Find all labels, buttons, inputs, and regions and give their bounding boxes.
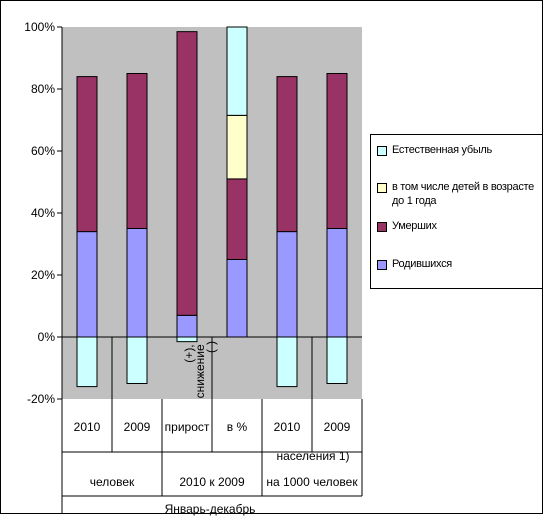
vertical-change-line-1: (+), [182,344,196,362]
y-tick-label: 60% [31,144,55,158]
legend-item-deaths: Умерших [377,219,541,233]
category-label: 2010 [274,420,301,434]
category-label: в % [227,420,248,434]
legend-label: в том числе детей в возрасте до 1 года [392,181,534,207]
group-label: человек [90,475,135,489]
legend-swatch [377,260,387,270]
vertical-change-line-3: (-) [204,341,218,353]
legend-label: Умерших [392,220,437,232]
legend-item-infants: в том числе детей в возрасте до 1 года [377,180,541,208]
y-tick-label: 20% [31,268,55,282]
bar-segment [76,231,98,338]
legend-item-natural-decline: Естественная убыль [377,143,541,157]
group-label: на 1000 человек [266,475,358,489]
bar-segment [226,114,248,180]
population-label: населения 1) [276,449,349,463]
bars-layer [76,26,348,388]
vertical-change-line-2: снижение [193,344,207,398]
bar-segment [276,76,298,233]
vertical-change-label: (+), снижение (-) [182,341,218,398]
bar-segment [276,336,298,388]
legend-item-births: Родившихся [377,257,541,271]
bar-segment [226,26,248,116]
bar-segment [326,73,348,229]
category-label: 2010 [74,420,101,434]
category-label: 2009 [324,420,351,434]
bar-segment [226,178,248,260]
bar-segment [176,314,198,338]
y-tick-label: 0% [38,330,56,344]
legend-label: Родившихся [392,258,452,270]
y-tick-label: -20% [27,392,55,406]
bar-segment [76,76,98,233]
category-table: 2010 2009 прирост в % 2010 2009 человек 2010 к … [61,337,363,497]
y-tick-label: 40% [31,206,55,220]
bar-segment [126,73,148,229]
y-ticks: -20% 0% 20% 40% 60% 80% 100% [24,20,62,406]
bar-segment [326,336,348,384]
bar-segment [326,228,348,338]
bottom-title: Январь-декабрь [165,502,256,516]
legend-swatch [377,183,387,193]
y-tick-label: 100% [24,20,55,34]
bar-segment [76,336,98,388]
bar-segment [126,228,148,338]
y-tick-label: 80% [31,82,55,96]
bar-segment [126,336,148,384]
category-label: 2009 [124,420,151,434]
bar-segment [176,336,198,343]
legend-swatch [377,146,387,156]
bar-segment [176,31,198,316]
legend-label: Естественная убыль [392,144,492,156]
legend-swatch [377,222,387,232]
legend: Естественная убыль в том числе детей в в… [370,134,543,289]
group-label: 2010 к 2009 [179,475,245,489]
bar-segment [226,259,248,338]
bar-segment [276,231,298,338]
category-label: прирост [165,420,210,434]
